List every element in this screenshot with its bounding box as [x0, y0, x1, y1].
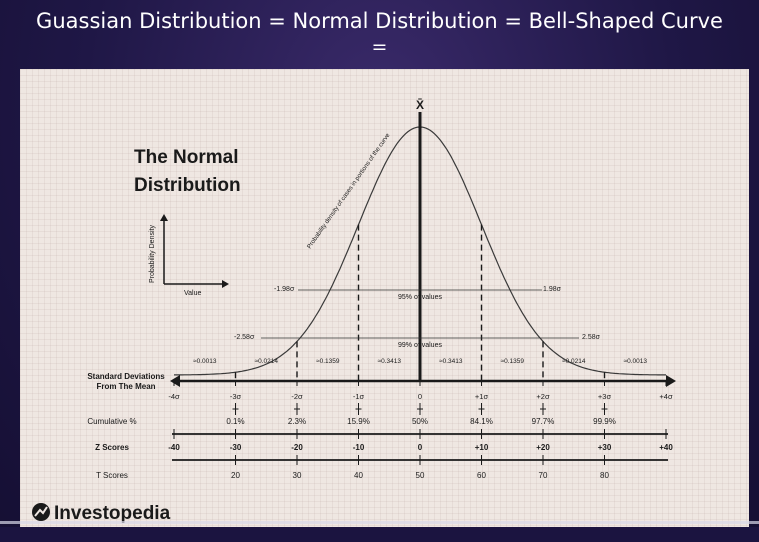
sd-tick-label: +3σ — [598, 392, 612, 401]
axis-legend: Probability Density Value — [149, 214, 229, 297]
portion-label: ≈0.0013 — [193, 358, 217, 365]
cumulative-value: 50% — [412, 417, 428, 426]
sd-tick-label: -4σ — [168, 392, 180, 401]
interval-99-right: 2.58σ — [582, 334, 601, 341]
cumulative-label: Cumulative % — [87, 417, 136, 426]
sd-axis-right-arrow-icon — [666, 375, 676, 387]
interval-95-label: 95% of values — [398, 294, 442, 301]
sd-row-label-line1: Standard Deviations — [87, 372, 165, 381]
tscore-value: 20 — [231, 471, 240, 480]
tscore-row: 20 30 40 50 60 70 80 — [231, 455, 609, 480]
zscore-value: +20 — [536, 443, 550, 452]
figure-panel: The Normal Distribution Probability Dens… — [20, 69, 749, 527]
zscore-value: 0 — [418, 443, 423, 452]
interval-95: 95% of values -1.98σ 1.98σ — [274, 286, 562, 301]
tscore-value: 80 — [600, 471, 609, 480]
sd-row-label-line2: From The Mean — [96, 382, 155, 391]
investopedia-logo: Investopedia — [32, 503, 171, 524]
portion-label: ≈0.1359 — [316, 358, 340, 365]
interval-95-left: -1.98σ — [274, 286, 295, 293]
zscore-label: Z Scores — [95, 443, 129, 452]
legend-x-label: Value — [184, 290, 201, 297]
cumulative-value: 84.1% — [470, 417, 493, 426]
tscore-value: 40 — [354, 471, 363, 480]
tscore-value: 70 — [539, 471, 548, 480]
normal-distribution-figure: The Normal Distribution Probability Dens… — [32, 98, 676, 524]
sd-tick-label: +4σ — [659, 392, 673, 401]
sd-tick-label: 0 — [418, 392, 422, 401]
tscore-label: T Scores — [96, 471, 128, 480]
figure-heading-line2: Distribution — [134, 175, 241, 196]
legend-y-arrow-icon — [160, 214, 168, 221]
sd-dashed-lines — [234, 224, 606, 381]
sd-tick-label: -2σ — [291, 392, 303, 401]
figure-heading-line1: The Normal — [134, 147, 239, 168]
sd-tick-label: +2σ — [536, 392, 550, 401]
legend-y-label: Probability Density — [149, 225, 156, 283]
interval-99-left: -2.58σ — [234, 334, 255, 341]
cumulative-value: 99.9% — [593, 417, 616, 426]
portion-label: ≈0.0214 — [255, 358, 279, 365]
cumulative-row: 0.1% 2.3% 15.9% 50% 84.1% 97.7% 99.9% — [226, 403, 616, 426]
portion-label: ≈0.3413 — [439, 358, 463, 365]
tscore-value: 60 — [477, 471, 486, 480]
logo-mark — [34, 506, 48, 517]
slide-divider — [0, 521, 759, 524]
zscore-row: -40 -30 -20 -10 0 +10 +20 +30 +40 — [168, 429, 673, 452]
zscore-value: -40 — [168, 443, 180, 452]
legend-x-arrow-icon — [222, 280, 229, 288]
cumulative-value: 15.9% — [347, 417, 370, 426]
portion-labels: ≈0.0013 ≈0.0214 ≈0.1359 ≈0.3413 ≈0.3413 ≈0.13… — [193, 358, 647, 365]
curve-label: Probability density of cases in portions… — [306, 132, 392, 251]
sd-tick-label: -3σ — [230, 392, 242, 401]
slide-title: Guassian Distribution = Normal Distribut… — [36, 9, 723, 33]
portion-label: ≈0.3413 — [378, 358, 402, 365]
mean-symbol: X̄ — [416, 98, 424, 112]
interval-95-right: 1.98σ — [543, 286, 562, 293]
slide-subtitle: = — [371, 36, 388, 58]
zscore-value: +40 — [659, 443, 673, 452]
zscore-value: -20 — [291, 443, 303, 452]
cumulative-value: 0.1% — [226, 417, 244, 426]
sd-tick-labels: -4σ -3σ -2σ -1σ 0 +1σ +2σ +3σ +4σ — [168, 381, 673, 401]
portion-label: ≈0.1359 — [501, 358, 525, 365]
portion-label: ≈0.0214 — [562, 358, 586, 365]
tscore-value: 30 — [293, 471, 302, 480]
portion-label: ≈0.0013 — [624, 358, 648, 365]
cumulative-value: 97.7% — [532, 417, 555, 426]
interval-99: 99% of values -2.58σ 2.58σ — [234, 334, 601, 349]
logo-text: Investopedia — [54, 503, 171, 524]
sd-tick-label: -1σ — [353, 392, 365, 401]
sd-axis-left-arrow-icon — [170, 375, 180, 387]
tscore-value: 50 — [416, 471, 425, 480]
zscore-value: -30 — [230, 443, 242, 452]
zscore-value: -10 — [353, 443, 365, 452]
sd-tick-label: +1σ — [475, 392, 489, 401]
slide-footer-bar — [0, 527, 759, 542]
zscore-value: +30 — [598, 443, 612, 452]
zscore-value: +10 — [475, 443, 489, 452]
cumulative-value: 2.3% — [288, 417, 306, 426]
interval-99-label: 99% of values — [398, 342, 442, 349]
